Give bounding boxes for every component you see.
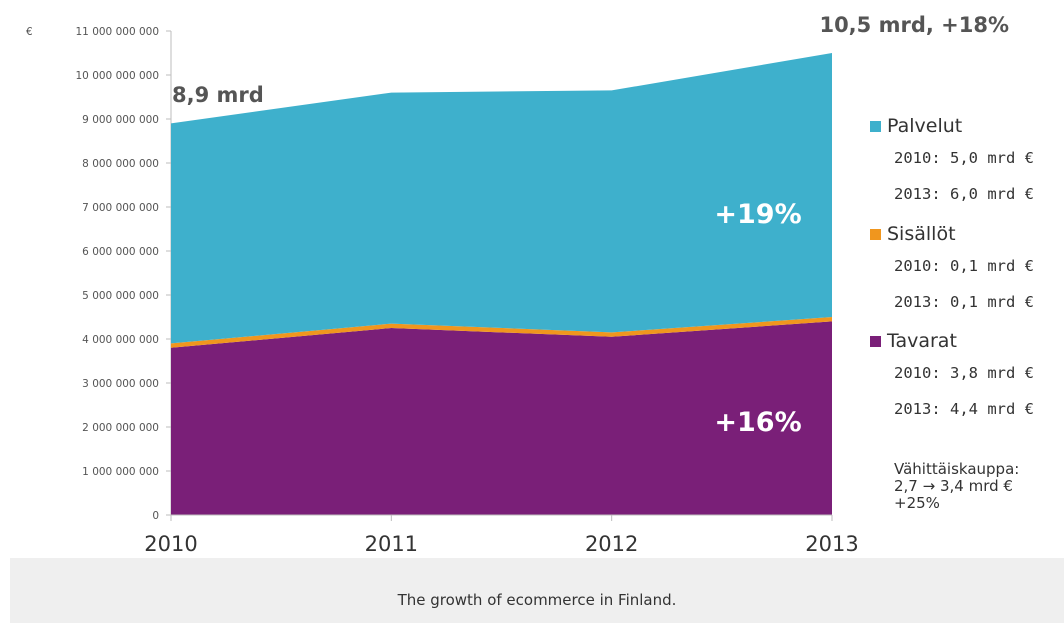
retail-note-line: 2,7 → 3,4 mrd € [894, 477, 1013, 495]
y-tick-label: 0 [152, 510, 159, 522]
area-series-sisällöt [171, 317, 832, 348]
y-tick-label: 9 000 000 000 [82, 114, 159, 126]
annotation-start-total: 8,9 mrd [172, 83, 264, 107]
legend-label-palvelut: Palvelut [887, 115, 962, 137]
y-tick-label: 5 000 000 000 [82, 290, 159, 302]
x-tick-label: 2010 [144, 532, 197, 556]
y-tick-label: 3 000 000 000 [82, 378, 159, 390]
legend-swatch-palvelut [870, 121, 881, 132]
figure-caption: The growth of ecommerce in Finland. [397, 591, 677, 609]
legend-value-sisällöt: 2013: 0,1 mrd € [894, 293, 1034, 311]
legend-value-palvelut: 2013: 6,0 mrd € [894, 185, 1034, 203]
legend-value-palvelut: 2010: 5,0 mrd € [894, 149, 1034, 167]
caption-bar: The growth of ecommerce in Finland. [10, 558, 1064, 623]
ecommerce-area-chart: €0 1 000 000 000 2 000 000 000 3 000 000 00… [26, 13, 1034, 556]
y-tick-label: 8 000 000 000 [82, 158, 159, 170]
x-tick-label: 2013 [805, 532, 858, 556]
annotation-tavarat-growth: +16% [714, 407, 801, 438]
y-axis-currency-label: € [26, 26, 33, 38]
x-tick-label: 2011 [365, 532, 418, 556]
legend-value-tavarat: 2013: 4,4 mrd € [894, 400, 1034, 418]
y-tick-label: 4 000 000 000 [82, 334, 159, 346]
chart-panel: €0 1 000 000 000 2 000 000 000 3 000 000 00… [14, 6, 1064, 558]
y-tick-label: 7 000 000 000 [82, 202, 159, 214]
legend-label-tavarat: Tavarat [886, 330, 957, 352]
retail-note-line: +25% [894, 494, 940, 512]
y-tick-label: 2 000 000 000 [82, 422, 159, 434]
area-series-palvelut [171, 53, 832, 344]
legend-value-sisällöt: 2010: 0,1 mrd € [894, 257, 1034, 275]
annotation-end-total: 10,5 mrd, +18% [819, 13, 1009, 37]
y-tick-label: 11 000 000 000 [76, 26, 160, 38]
area-series-tavarat [171, 321, 832, 515]
retail-note-line: Vähittäiskauppa: [894, 460, 1019, 478]
x-tick-label: 2012 [585, 532, 638, 556]
annotation-palvelut-growth: +19% [714, 199, 801, 230]
y-tick-label: 6 000 000 000 [82, 246, 159, 258]
legend-label-sisällöt: Sisällöt [887, 223, 956, 245]
legend-swatch-sisällöt [870, 229, 881, 240]
legend-value-tavarat: 2010: 3,8 mrd € [894, 364, 1034, 382]
y-tick-label: 1 000 000 000 [82, 466, 159, 478]
y-tick-label: 10 000 000 000 [76, 70, 160, 82]
legend-swatch-tavarat [870, 336, 881, 347]
